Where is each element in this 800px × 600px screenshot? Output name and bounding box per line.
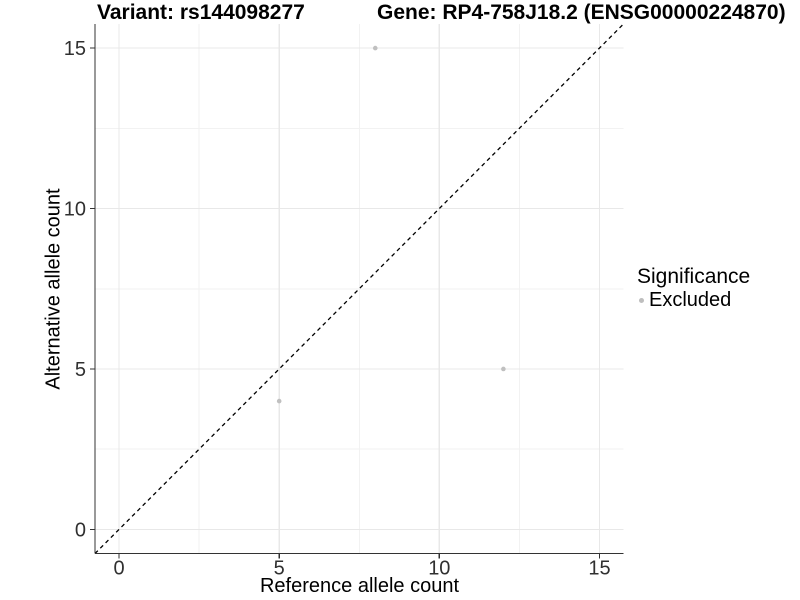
identity-dashed-line	[94, 23, 624, 554]
variant-title: Variant: rs144098277	[97, 1, 305, 24]
legend: Significance Excluded	[637, 265, 751, 311]
excluded-point-icon	[639, 297, 644, 303]
data-point	[372, 45, 378, 51]
y-axis-title: Alternative allele count	[42, 188, 65, 390]
legend-item-label: Excluded	[649, 289, 732, 311]
y-tick-label: 5	[75, 359, 86, 381]
x-tick-label: 5	[274, 558, 285, 580]
y-tick-label: 0	[75, 519, 86, 541]
y-tick-label: 15	[64, 38, 86, 60]
y-tick-label: 10	[64, 199, 86, 221]
gene-title: Gene: RP4-758J18.2 (ENSG00000224870)	[377, 1, 786, 24]
x-tick-label: 15	[588, 558, 610, 580]
data-point	[276, 398, 282, 404]
x-tick-label: 10	[428, 558, 450, 580]
x-tick-label: 0	[113, 558, 124, 580]
legend-title: Significance	[637, 265, 751, 288]
legend-item-excluded: Excluded	[637, 290, 750, 310]
data-point	[501, 366, 506, 372]
x-axis-title: Reference allele count	[259, 575, 459, 597]
